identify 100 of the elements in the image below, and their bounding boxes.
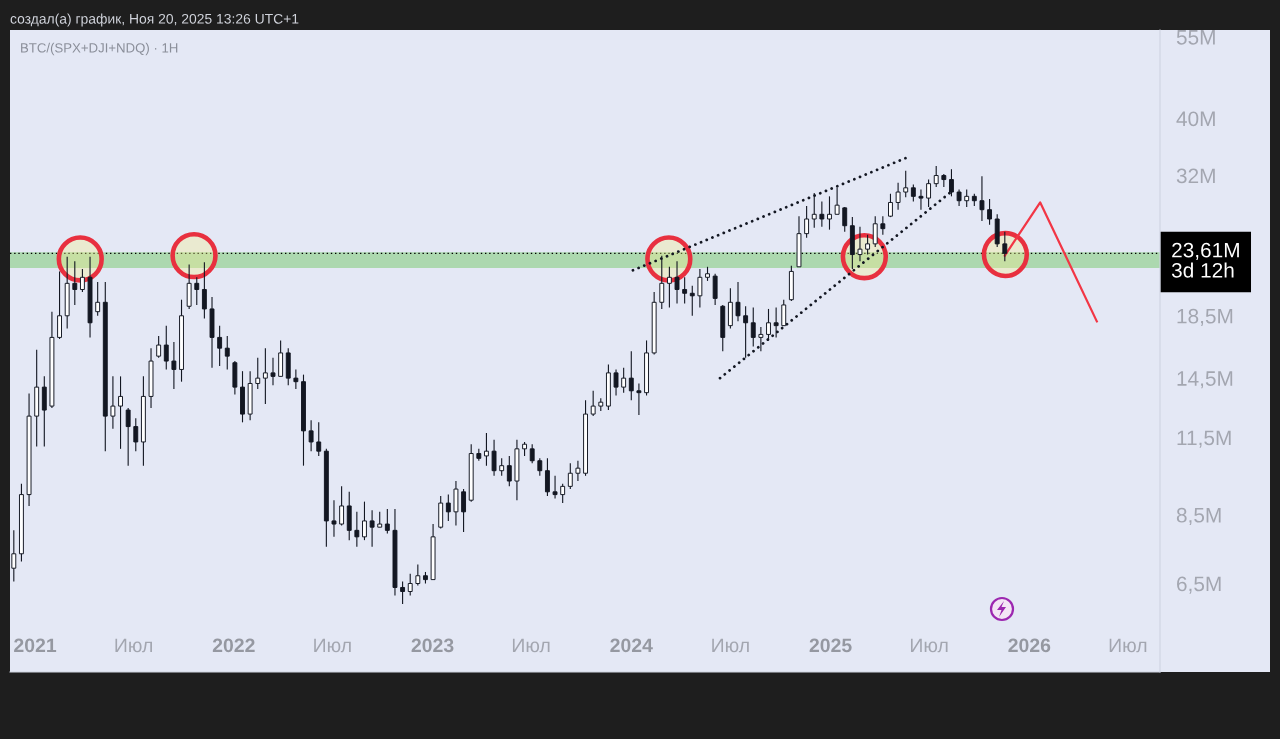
candlestick xyxy=(57,270,62,340)
candlestick xyxy=(781,299,787,327)
y-tick-label: 11,5M xyxy=(1177,430,1231,448)
candlestick xyxy=(217,325,223,367)
candlestick xyxy=(171,341,177,390)
candlestick xyxy=(666,266,672,309)
candlestick xyxy=(903,170,909,198)
candlestick xyxy=(453,480,459,527)
candlestick xyxy=(316,421,322,457)
y-tick-label: 14,5M xyxy=(1177,371,1233,389)
candlestick xyxy=(880,215,886,236)
candlestick xyxy=(125,407,131,467)
candlestick xyxy=(743,305,749,359)
x-tick-label: 2025 xyxy=(809,638,852,653)
candlestick xyxy=(308,419,314,452)
candlestick xyxy=(819,201,825,228)
candlestick xyxy=(552,475,558,500)
candlestick xyxy=(567,462,573,490)
candlestick xyxy=(674,260,680,305)
candlestick xyxy=(461,488,467,533)
candlestick xyxy=(369,509,375,548)
candlestick xyxy=(811,192,817,229)
x-tick-label: 2022 xyxy=(212,638,255,653)
x-tick-label: 2026 xyxy=(1008,638,1051,653)
candlestick xyxy=(110,375,116,430)
candlestick xyxy=(926,178,932,208)
x-tick-label: Июл xyxy=(910,638,948,653)
candlestick xyxy=(72,260,78,306)
candlestick xyxy=(842,206,848,233)
candlestick xyxy=(621,367,627,394)
candlestick xyxy=(506,455,512,487)
x-tick-label: Июл xyxy=(712,638,749,653)
candlestick xyxy=(979,175,985,222)
x-tick-label: Июл xyxy=(115,638,152,653)
y-tick-label: 32M xyxy=(1176,168,1215,184)
text: BTC/(SPX+DJI+NDQ) · 1H xyxy=(21,42,178,56)
candlestick xyxy=(865,234,871,256)
candlestick xyxy=(156,335,162,359)
candlestick xyxy=(773,307,779,338)
candlestick xyxy=(682,276,688,305)
x-tick-label: Июл xyxy=(512,638,550,653)
candlestick xyxy=(118,375,123,450)
candlestick xyxy=(636,382,642,416)
candlestick xyxy=(560,483,566,504)
candlestick xyxy=(255,357,261,390)
x-tick-label: Июл xyxy=(314,638,351,653)
candlestick xyxy=(529,443,535,464)
y-tick-label: 55M xyxy=(1176,30,1215,45)
y-tick-label: 6,5M xyxy=(1177,576,1221,594)
candlestick xyxy=(445,494,451,522)
candlestick xyxy=(262,347,268,405)
candlestick xyxy=(689,285,695,317)
candlestick xyxy=(766,308,771,342)
candlestick xyxy=(293,368,299,390)
candlestick xyxy=(362,501,367,541)
candlestick xyxy=(712,273,718,306)
candlestick xyxy=(483,432,489,467)
candlestick xyxy=(628,350,634,401)
candlestick xyxy=(758,326,764,352)
candlestick xyxy=(933,165,939,188)
candlestick xyxy=(750,307,756,348)
candlestick xyxy=(827,195,832,231)
y-tick-label: 8,5M xyxy=(1176,507,1221,526)
candlestick xyxy=(491,439,497,477)
candlestick xyxy=(95,281,101,317)
candlestick xyxy=(895,182,901,211)
candlestick xyxy=(331,499,337,538)
candlestick xyxy=(735,281,741,322)
candlestick xyxy=(804,205,810,239)
candlestick xyxy=(201,261,207,320)
candlestick xyxy=(918,188,924,211)
candlestick xyxy=(834,187,840,215)
candlestick xyxy=(163,325,169,371)
y-tick-label: 40M xyxy=(1176,111,1215,127)
candlestick xyxy=(270,357,276,386)
candlestick xyxy=(727,287,733,330)
candlestick xyxy=(41,375,47,448)
text: создал(а) график, Ноя 20, 2025 13:26 UTC+1 xyxy=(10,13,299,27)
candlestick xyxy=(407,573,413,597)
x-tick-label: 2024 xyxy=(610,638,653,653)
candlestick xyxy=(544,457,550,497)
candlestick xyxy=(186,263,192,310)
candlestick xyxy=(278,339,284,377)
candlestick xyxy=(872,215,878,248)
candlestick xyxy=(133,417,139,452)
candlestick xyxy=(415,563,421,587)
candlestick xyxy=(1002,231,1008,262)
x-tick-label: Июл xyxy=(1109,638,1147,653)
y-tick-label: 18,5M xyxy=(1177,308,1233,326)
x-tick-label: 2021 xyxy=(14,638,57,653)
candlestick xyxy=(575,460,581,482)
candlestick xyxy=(384,508,390,535)
candlestick xyxy=(194,276,200,306)
candlestick xyxy=(857,226,863,262)
candlestick xyxy=(590,390,596,417)
x-tick-label: 2023 xyxy=(411,638,454,653)
candlestick xyxy=(224,335,230,371)
candlestick xyxy=(613,368,619,397)
candlestick xyxy=(79,268,85,293)
candlestick xyxy=(987,198,993,226)
